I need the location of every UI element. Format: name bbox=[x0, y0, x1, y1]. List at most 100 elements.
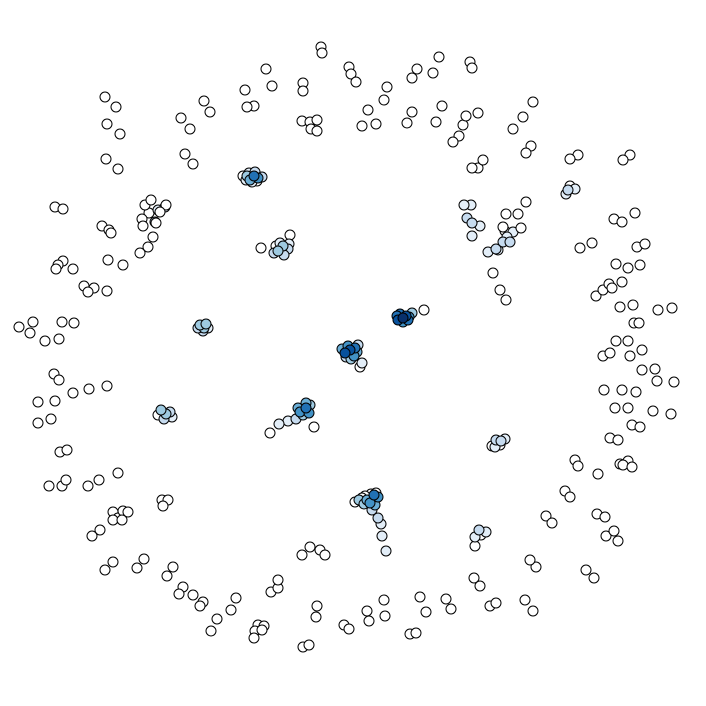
graph-node bbox=[62, 445, 72, 455]
graph-node bbox=[491, 244, 501, 254]
graph-node bbox=[458, 120, 468, 130]
graph-node bbox=[138, 221, 148, 231]
graph-node bbox=[83, 287, 93, 297]
graph-node bbox=[371, 119, 381, 129]
graph-node bbox=[474, 525, 484, 535]
graph-node bbox=[344, 624, 354, 634]
graph-node bbox=[87, 531, 97, 541]
graph-node bbox=[615, 302, 625, 312]
graph-node bbox=[491, 598, 501, 608]
graph-node bbox=[605, 348, 615, 358]
graph-node bbox=[14, 322, 24, 332]
graph-node bbox=[437, 101, 447, 111]
graph-node bbox=[496, 436, 506, 446]
graph-node bbox=[312, 601, 322, 611]
cluster-c8 bbox=[350, 488, 391, 556]
graph-node bbox=[488, 268, 498, 278]
graph-node bbox=[340, 348, 350, 358]
graph-node bbox=[188, 590, 198, 600]
graph-node bbox=[274, 419, 284, 429]
graph-node bbox=[412, 64, 422, 74]
graph-node bbox=[51, 264, 61, 274]
graph-node bbox=[231, 593, 241, 603]
graph-node bbox=[528, 606, 538, 616]
graph-node bbox=[617, 217, 627, 227]
graph-node bbox=[398, 313, 408, 323]
graph-node bbox=[311, 612, 321, 622]
graph-node bbox=[575, 243, 585, 253]
graph-node bbox=[257, 625, 267, 635]
graph-node bbox=[563, 185, 573, 195]
graph-node bbox=[599, 385, 609, 395]
graph-node bbox=[402, 118, 412, 128]
graph-node bbox=[618, 460, 628, 470]
graph-node bbox=[176, 113, 186, 123]
graph-node bbox=[617, 277, 627, 287]
graph-node bbox=[28, 317, 38, 327]
cluster-c11 bbox=[454, 108, 531, 305]
graph-node bbox=[102, 119, 112, 129]
graph-node bbox=[528, 97, 538, 107]
graph-node bbox=[446, 604, 456, 614]
graph-node bbox=[146, 195, 156, 205]
graph-node bbox=[565, 492, 575, 502]
graph-node bbox=[648, 406, 658, 416]
graph-node bbox=[242, 102, 252, 112]
graph-node bbox=[635, 260, 645, 270]
graph-node bbox=[377, 531, 387, 541]
graph-node bbox=[623, 336, 633, 346]
cluster-c1 bbox=[238, 167, 267, 187]
graph-node bbox=[305, 542, 315, 552]
graph-node bbox=[379, 95, 389, 105]
graph-node bbox=[589, 573, 599, 583]
graph-node bbox=[415, 592, 425, 602]
graph-node bbox=[108, 557, 118, 567]
graph-node bbox=[226, 605, 236, 615]
graph-node bbox=[547, 518, 557, 528]
graph-node bbox=[495, 285, 505, 295]
graph-node bbox=[609, 526, 619, 536]
graph-node bbox=[652, 376, 662, 386]
graph-node bbox=[174, 589, 184, 599]
graph-node bbox=[113, 468, 123, 478]
graph-node bbox=[525, 555, 535, 565]
cluster-c7 bbox=[153, 405, 177, 424]
graph-node bbox=[518, 112, 528, 122]
graph-node bbox=[520, 595, 530, 605]
graph-node bbox=[102, 286, 112, 296]
cluster-c4 bbox=[392, 305, 429, 327]
graph-node bbox=[521, 148, 531, 158]
graph-node bbox=[600, 512, 610, 522]
graph-node bbox=[667, 303, 677, 313]
graph-node bbox=[501, 295, 511, 305]
cluster-c6 bbox=[265, 398, 319, 438]
graph-node bbox=[148, 232, 158, 242]
graph-node bbox=[573, 461, 583, 471]
graph-node bbox=[118, 260, 128, 270]
graph-node bbox=[261, 64, 271, 74]
graph-node bbox=[201, 319, 211, 329]
graph-node bbox=[623, 403, 633, 413]
cluster-c2 bbox=[256, 230, 295, 260]
graph-node bbox=[312, 126, 322, 136]
graph-node bbox=[117, 515, 127, 525]
graph-node bbox=[475, 581, 485, 591]
cluster-c3 bbox=[193, 319, 213, 336]
graph-node bbox=[351, 77, 361, 87]
graph-node bbox=[498, 222, 508, 232]
graph-node bbox=[607, 283, 617, 293]
graph-node bbox=[33, 418, 43, 428]
graph-node bbox=[508, 124, 518, 134]
graph-node bbox=[249, 633, 259, 643]
graph-node bbox=[617, 385, 627, 395]
graph-node bbox=[151, 218, 161, 228]
graph-node bbox=[158, 501, 168, 511]
graph-node bbox=[57, 317, 67, 327]
graph-node bbox=[521, 197, 531, 207]
graph-node bbox=[102, 381, 112, 391]
graph-node bbox=[631, 387, 641, 397]
graph-node bbox=[467, 231, 477, 241]
graph-node bbox=[407, 73, 417, 83]
graph-node bbox=[473, 108, 483, 118]
graph-node bbox=[132, 563, 142, 573]
